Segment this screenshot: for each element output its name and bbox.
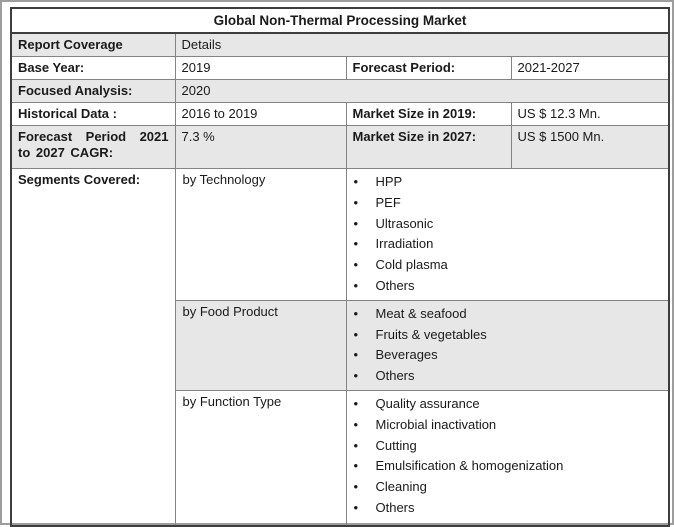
segment-item-label: PEF [375, 194, 401, 210]
segment-item-label: Beverages [375, 347, 438, 363]
base-year-value: 2019 [174, 56, 347, 80]
list-item: • Cold plasma [354, 255, 663, 276]
forecast-cagr-row: Forecast Period 2021 to 2027 CAGR: 7.3 %… [10, 125, 670, 169]
bullet-icon: • [353, 458, 359, 474]
segment-item-label: Ultrasonic [375, 215, 434, 231]
table-title: Global Non-Thermal Processing Market [10, 7, 670, 34]
segment-item-label: HPP [375, 174, 403, 189]
bullet-icon: • [353, 368, 359, 384]
report-coverage-label: Report Coverage [10, 32, 176, 57]
segment-item-label: Cutting [375, 437, 417, 453]
segment-item-label: Quality assurance [375, 395, 480, 411]
forecast-period-label: Forecast Period: [345, 56, 512, 80]
segments-function-type-row: by Function Type • Quality assurance • Mic… [11, 389, 670, 527]
segment-item-label: Irradiation [375, 236, 434, 252]
bullet-icon: • [353, 194, 359, 210]
forecast-cagr-value: 7.3 % [174, 125, 347, 169]
segment-group-technology: by Technology [174, 168, 347, 301]
bullet-icon: • [353, 277, 359, 293]
list-item: • Cutting [354, 436, 663, 457]
list-item: • Irradiation [354, 234, 663, 255]
market-report-table: Global Non-Thermal Processing Market Rep… [10, 7, 670, 527]
focused-analysis-label: Focused Analysis: [10, 79, 176, 103]
segment-item-label: Meat & seafood [375, 305, 467, 321]
segments-technology-row: Segments Covered: by Technology • HPP • PE… [10, 168, 670, 527]
title-row: Global Non-Thermal Processing Market [10, 7, 670, 34]
segment-item-label: Others [375, 277, 415, 293]
bullet-icon: • [353, 347, 359, 363]
bullet-icon: • [353, 326, 359, 342]
segments-food-product-row: by Food Product • Meat & seafood • Fruits … [11, 299, 670, 391]
segment-item-label: Cleaning [375, 479, 427, 495]
bullet-icon: • [353, 395, 359, 411]
food-product-items-cell: • Meat & seafood • Fruits & vegetables • Be… [345, 299, 670, 391]
list-item: • Emulsification & homogenization [354, 456, 663, 477]
forecast-cagr-label: Forecast Period 2021 to 2027 CAGR: [10, 125, 176, 169]
report-coverage-row: Report Coverage Details [10, 32, 670, 57]
base-year-label: Base Year: [10, 56, 176, 80]
function-type-items-list: • Quality assurance • Microbial inactivati… [354, 394, 663, 519]
segments-covered-label: Segments Covered: [10, 168, 176, 527]
food-product-items-list: • Meat & seafood • Fruits & vegetables • Be… [354, 304, 663, 387]
technology-items-list: • HPP • PEF • Ultrasonic • Irradiation • Cold… [354, 172, 663, 297]
segment-item-label: Fruits & vegetables [375, 326, 487, 342]
list-item: • Fruits & vegetables [354, 325, 663, 346]
historical-data-value: 2016 to 2019 [174, 102, 347, 126]
list-item: • Beverages [354, 345, 663, 366]
bullet-icon: • [353, 499, 359, 515]
list-item: • HPP [354, 172, 663, 193]
list-item: • Others [354, 366, 663, 387]
list-item: • Quality assurance [354, 394, 663, 415]
list-item: • PEF [354, 193, 663, 214]
forecast-period-value: 2021-2027 [510, 56, 670, 80]
focused-analysis-value: 2020 [174, 79, 670, 103]
segment-item-label: Cold plasma [375, 257, 448, 273]
bullet-icon: • [353, 437, 359, 453]
market-size-2027-label: Market Size in 2027: [345, 125, 512, 169]
bullet-icon: • [353, 479, 359, 495]
segment-item-label: Emulsification & homogenization [375, 458, 564, 474]
report-coverage-value: Details [174, 32, 670, 57]
technology-items-cell: • HPP • PEF • Ultrasonic • Irradiation • Cold… [345, 168, 670, 301]
bullet-icon: • [353, 174, 359, 189]
list-item: • Ultrasonic [354, 214, 663, 235]
list-item: • Cleaning [354, 477, 663, 498]
function-type-items-cell: • Quality assurance • Microbial inactivati… [345, 389, 670, 527]
segment-item-label: Others [375, 368, 415, 384]
list-item: • Microbial inactivation [354, 415, 663, 436]
segment-group-function-type: by Function Type [174, 389, 347, 527]
list-item: • Meat & seafood [354, 304, 663, 325]
bullet-icon: • [353, 257, 359, 273]
focused-analysis-row: Focused Analysis: 2020 [10, 79, 670, 103]
market-size-2019-label: Market Size in 2019: [345, 102, 512, 126]
market-size-2019-value: US $ 12.3 Mn. [510, 102, 670, 126]
bullet-icon: • [353, 215, 359, 231]
segment-group-food-product: by Food Product [174, 299, 347, 391]
list-item: • Others [354, 276, 663, 297]
bullet-icon: • [353, 305, 359, 321]
bullet-icon: • [353, 416, 359, 432]
list-item: • Others [354, 498, 663, 519]
segment-item-label: Microbial inactivation [375, 416, 497, 432]
historical-data-label: Historical Data : [10, 102, 176, 126]
base-year-row: Base Year: 2019 Forecast Period: 2021-20… [10, 56, 670, 80]
segment-item-label: Others [375, 499, 415, 515]
market-size-2027-value: US $ 1500 Mn. [510, 125, 670, 169]
historical-data-row: Historical Data : 2016 to 2019 Market Si… [10, 102, 670, 126]
bullet-icon: • [353, 236, 359, 252]
